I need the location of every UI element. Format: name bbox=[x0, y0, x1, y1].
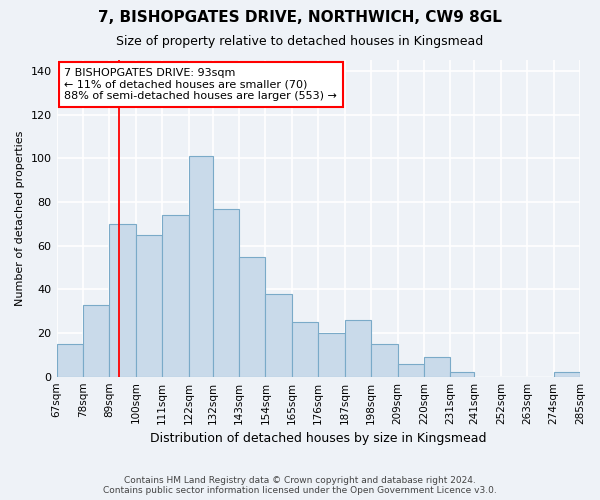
Bar bbox=[371, 344, 398, 376]
Bar bbox=[451, 372, 475, 376]
Bar bbox=[162, 215, 188, 376]
Text: 7, BISHOPGATES DRIVE, NORTHWICH, CW9 8GL: 7, BISHOPGATES DRIVE, NORTHWICH, CW9 8GL bbox=[98, 10, 502, 25]
Bar bbox=[136, 234, 162, 376]
Bar bbox=[56, 344, 83, 376]
Text: Size of property relative to detached houses in Kingsmead: Size of property relative to detached ho… bbox=[116, 35, 484, 48]
Bar bbox=[318, 333, 344, 376]
Text: 7 BISHOPGATES DRIVE: 93sqm
← 11% of detached houses are smaller (70)
88% of semi: 7 BISHOPGATES DRIVE: 93sqm ← 11% of deta… bbox=[64, 68, 337, 101]
Bar bbox=[398, 364, 424, 376]
Bar bbox=[212, 208, 239, 376]
Bar bbox=[188, 156, 212, 376]
X-axis label: Distribution of detached houses by size in Kingsmead: Distribution of detached houses by size … bbox=[150, 432, 487, 445]
Bar bbox=[424, 357, 451, 376]
Bar bbox=[265, 294, 292, 376]
Bar bbox=[83, 304, 109, 376]
Bar bbox=[344, 320, 371, 376]
Bar bbox=[109, 224, 136, 376]
Text: Contains HM Land Registry data © Crown copyright and database right 2024.
Contai: Contains HM Land Registry data © Crown c… bbox=[103, 476, 497, 495]
Bar bbox=[554, 372, 580, 376]
Y-axis label: Number of detached properties: Number of detached properties bbox=[15, 130, 25, 306]
Bar bbox=[292, 322, 318, 376]
Bar bbox=[239, 256, 265, 376]
